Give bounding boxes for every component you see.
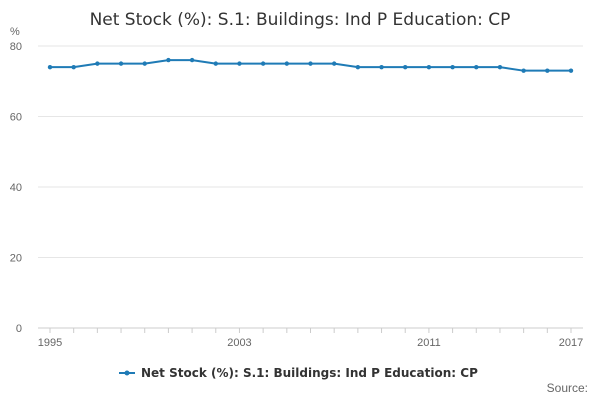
data-point[interactable] — [331, 61, 337, 66]
y-axis-ticks: 0 20 40 60 80 — [10, 41, 22, 335]
data-point[interactable] — [118, 61, 124, 66]
y-tick-label: 40 — [10, 182, 22, 194]
y-tick-label: 20 — [10, 253, 22, 265]
legend[interactable]: Net Stock (%): S.1: Buildings: Ind P Edu… — [119, 366, 478, 380]
data-point[interactable] — [450, 64, 455, 70]
data-point[interactable] — [568, 68, 574, 73]
data-point[interactable] — [213, 61, 218, 66]
data-point[interactable] — [474, 64, 479, 70]
y-tick-label: 0 — [16, 323, 22, 335]
data-point[interactable] — [284, 61, 290, 66]
data-point[interactable] — [260, 61, 266, 66]
data-point[interactable] — [237, 61, 242, 66]
x-tick-label: 2003 — [227, 337, 251, 349]
x-tick-label: 2011 — [417, 337, 441, 349]
x-tick-label: 2017 — [559, 337, 583, 349]
legend-marker-swatch — [124, 370, 130, 376]
series-layer — [47, 57, 574, 73]
y-axis-unit-label: % — [10, 26, 20, 38]
data-point[interactable] — [142, 61, 147, 66]
legend-label: Net Stock (%): S.1: Buildings: Ind P Edu… — [141, 366, 478, 380]
grid-lines — [38, 45, 583, 329]
chart-title: Net Stock (%): S.1: Buildings: Ind P Edu… — [90, 10, 511, 30]
data-point[interactable] — [95, 61, 100, 66]
data-point[interactable] — [47, 64, 53, 70]
data-point[interactable] — [308, 61, 313, 66]
data-point[interactable] — [166, 57, 171, 63]
data-point[interactable] — [545, 68, 550, 73]
x-axis: 1995 2003 2011 2017 — [38, 328, 583, 349]
data-point[interactable] — [355, 64, 361, 70]
data-point[interactable] — [189, 57, 195, 63]
data-point[interactable] — [379, 64, 384, 70]
data-point[interactable] — [403, 64, 408, 70]
data-point[interactable] — [497, 64, 503, 70]
source-label: Source: — [547, 381, 588, 395]
y-tick-label: 60 — [10, 112, 22, 124]
data-point[interactable] — [521, 68, 526, 73]
y-tick-label: 80 — [10, 41, 22, 53]
x-tick-label: 1995 — [38, 337, 62, 349]
data-point[interactable] — [426, 64, 432, 70]
data-point[interactable] — [71, 64, 76, 70]
